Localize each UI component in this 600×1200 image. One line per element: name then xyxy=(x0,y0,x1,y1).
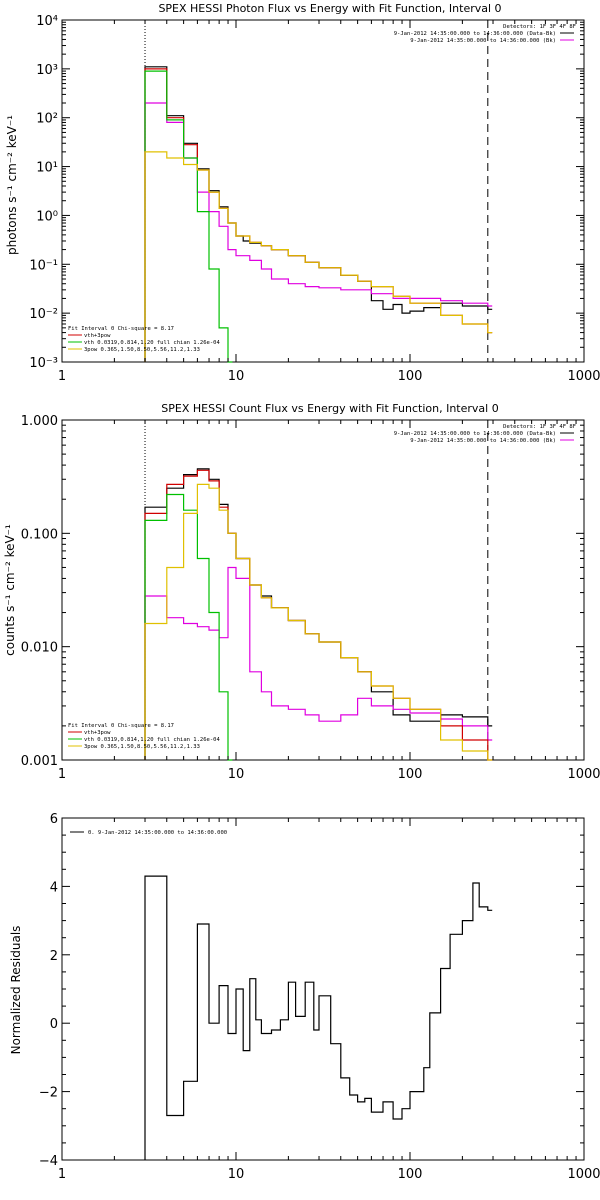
series-bk-line xyxy=(144,102,493,362)
y-axis-label: photons s⁻¹ cm⁻² keV⁻¹ xyxy=(5,115,19,255)
count-flux-panel: SPEX HESSI Count Flux vs Energy with Fit… xyxy=(3,402,600,782)
plot-frame xyxy=(61,817,585,1161)
y-tick-label: 10⁻² xyxy=(29,307,58,322)
x-tick-label: 100 xyxy=(398,1167,423,1182)
legend-vth: vth 0.0319,0.814,1.20 full chian 1.26e-0… xyxy=(84,737,220,743)
x-tick-label: 10 xyxy=(228,1167,245,1182)
plot-frame xyxy=(61,419,585,761)
legend-fit-interval: Fit Interval 0 Chi-square = 8.17 xyxy=(68,723,174,729)
series-3pow-line xyxy=(144,151,493,362)
y-tick-label: 0 xyxy=(50,1017,58,1032)
legend-vth3pow: vth+3pow xyxy=(84,730,111,736)
x-tick-label: 10 xyxy=(228,369,245,384)
x-tick-label: 1 xyxy=(58,369,66,384)
x-tick-label: 1 xyxy=(58,1167,66,1182)
legend-vth: vth 0.0319,0.814,1.20 full chian 1.26e-0… xyxy=(84,340,220,346)
y-tick-label: 2 xyxy=(50,949,58,964)
y-tick-label: 4 xyxy=(50,880,58,895)
series-data-bk-line xyxy=(144,66,493,362)
legend-bk: 9-Jan-2012 14:35:00.000 to 14:36:00.000 … xyxy=(410,438,556,444)
y-tick-label: 10³ xyxy=(36,63,58,78)
residuals-panel: Normalized Residuals 1 10 100 1000−4−20246 … xyxy=(9,812,600,1182)
x-tick-label: 1000 xyxy=(567,1167,600,1182)
y-axis-label: counts s⁻¹ cm⁻² keV⁻¹ xyxy=(3,524,17,656)
y-tick-label: 10⁻¹ xyxy=(29,258,58,273)
y-tick-label: −2 xyxy=(39,1086,58,1101)
legend-detectors: Detectors: 1F 3F 4F 8F xyxy=(503,24,576,30)
series-bk-line xyxy=(144,566,493,760)
y-tick-label: 10⁴ xyxy=(36,14,58,29)
y-tick-label: 0.001 xyxy=(21,754,58,769)
x-tick-label: 1 xyxy=(58,767,66,782)
legend-data-bk: 9-Jan-2012 14:35:00.000 to 14:36:00.000 … xyxy=(394,431,556,437)
series-0--line xyxy=(144,875,493,1160)
series-vth-line xyxy=(144,493,233,761)
legend-vth3pow: vth+3pow xyxy=(84,333,111,339)
y-tick-label: 1.000 xyxy=(21,414,58,429)
legend-3pow: 3pow 0.365,1.50,8.50,5.56,11.2,1.33 xyxy=(84,347,200,353)
chart-title: SPEX HESSI Count Flux vs Energy with Fit… xyxy=(161,402,498,415)
chart-title: SPEX HESSI Photon Flux vs Energy with Fi… xyxy=(158,2,501,15)
legend-data-bk: 9-Jan-2012 14:35:00.000 to 14:36:00.000 … xyxy=(394,31,556,37)
series-vth-line xyxy=(144,70,233,363)
x-tick-label: 1000 xyxy=(567,369,600,384)
legend-bk: 9-Jan-2012 14:35:00.000 to 14:36:00.000 … xyxy=(410,38,556,44)
y-tick-label: 10⁰ xyxy=(36,209,58,224)
legend-3pow: 3pow 0.365,1.50,8.50,5.56,11.2,1.33 xyxy=(84,744,200,750)
plot-frame xyxy=(61,19,585,363)
y-tick-label: 0.100 xyxy=(21,527,58,542)
y-axis-label: Normalized Residuals xyxy=(9,926,23,1055)
x-tick-label: 10 xyxy=(228,767,245,782)
photon-flux-panel: SPEX HESSI Photon Flux vs Energy with Fi… xyxy=(5,2,600,384)
y-tick-label: 0.010 xyxy=(21,641,58,656)
x-tick-label: 1000 xyxy=(567,767,600,782)
series-vth-3pow-line xyxy=(144,68,493,362)
series-3pow-line xyxy=(144,483,493,761)
legend-series: 0. 9-Jan-2012 14:35:00.000 to 14:36:00.0… xyxy=(88,830,227,836)
x-tick-label: 100 xyxy=(398,369,423,384)
y-tick-label: −4 xyxy=(39,1154,58,1169)
y-tick-label: 10¹ xyxy=(36,161,58,176)
x-tick-label: 100 xyxy=(398,767,423,782)
legend-detectors: Detectors: 1F 3F 4F 8F xyxy=(503,424,576,430)
legend-fit-interval: Fit Interval 0 Chi-square = 8.17 xyxy=(68,326,174,332)
y-tick-label: 6 xyxy=(50,812,58,827)
y-tick-label: 10² xyxy=(36,112,58,127)
y-tick-label: 10⁻³ xyxy=(29,356,58,371)
